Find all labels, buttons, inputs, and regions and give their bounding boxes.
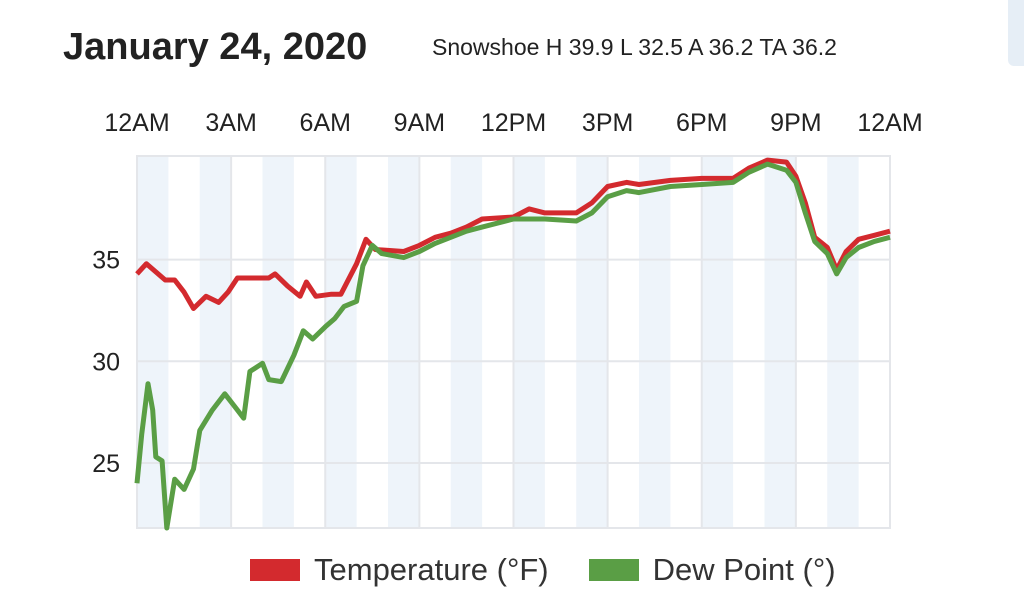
x-tick-label: 3PM <box>582 109 633 137</box>
hour-band <box>325 156 357 528</box>
dew-point-swatch <box>588 559 639 581</box>
legend-label-temperature: Temperature (°F) <box>314 552 549 587</box>
x-tick-label: 9AM <box>394 109 445 137</box>
y-tick-label: 30 <box>92 348 120 376</box>
hour-band <box>450 156 483 528</box>
x-tick-label: 3AM <box>205 109 256 137</box>
x-tick-label: 6PM <box>676 109 727 137</box>
hour-band <box>827 156 859 528</box>
dew-point-line <box>134 161 891 531</box>
x-tick-label: 9PM <box>770 109 821 137</box>
hour-band <box>199 156 232 528</box>
hour-band <box>701 156 734 528</box>
station-summary: Snowshoe H 39.9 L 32.5 A 36.2 TA 36.2 <box>432 34 837 60</box>
hour-band <box>388 156 420 528</box>
legend-label-dew-point: Dew Point (°) <box>652 552 836 587</box>
hour-band <box>262 156 294 528</box>
temperature-line <box>135 157 891 311</box>
x-tick-label: 12PM <box>481 109 546 137</box>
temperature-swatch <box>250 559 300 581</box>
x-tick-label: 12AM <box>857 109 922 137</box>
hour-band <box>764 156 796 528</box>
legend: Temperature (°F) Dew Point (°) <box>250 552 876 588</box>
x-tick-label: 6AM <box>300 109 351 137</box>
chart-title: January 24, 2020 <box>63 26 368 68</box>
y-tick-label: 25 <box>92 450 120 478</box>
plot-border <box>136 155 891 529</box>
side-panel-edge <box>1008 0 1024 66</box>
legend-item-dew-point[interactable]: Dew Point (°) <box>588 552 836 588</box>
y-tick-label: 35 <box>92 247 120 275</box>
x-tick-label: 12AM <box>104 109 169 137</box>
legend-item-temperature[interactable]: Temperature (°F) <box>250 552 549 588</box>
hour-band <box>639 156 671 528</box>
